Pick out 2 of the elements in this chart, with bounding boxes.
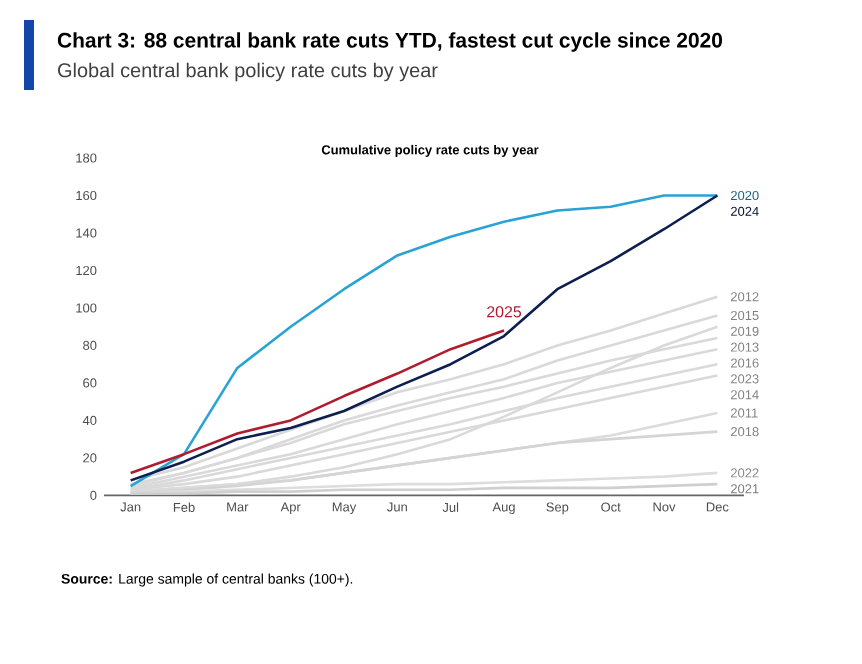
- chart-subtitle: Global central bank policy rate cuts by year: [58, 62, 438, 82]
- chart-title: Chart 3: 88 central bank rate cuts YTD, fastest cut cycle since 2020: [57, 32, 723, 52]
